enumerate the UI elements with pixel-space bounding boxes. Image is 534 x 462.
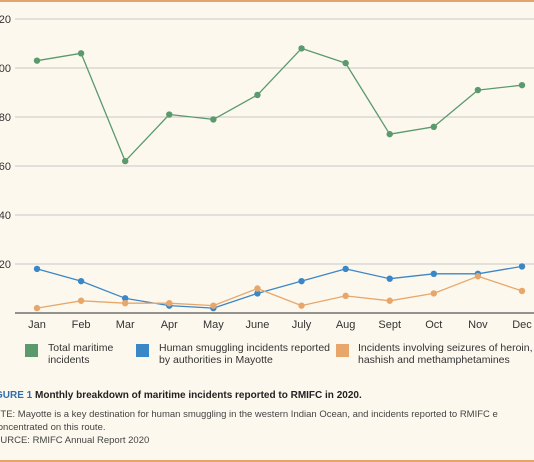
x-tick-label: Feb bbox=[72, 319, 91, 331]
data-point bbox=[210, 116, 217, 123]
legend-swatch bbox=[336, 344, 349, 357]
y-tick-label: 120 bbox=[0, 14, 11, 26]
data-point bbox=[33, 57, 41, 64]
x-tick-label: Aug bbox=[336, 319, 356, 331]
x-tick-label: Apr bbox=[161, 319, 178, 331]
data-point bbox=[121, 300, 129, 307]
data-point bbox=[430, 270, 438, 277]
figure-note: OTE: Mayotte is a key destination for hu… bbox=[0, 409, 498, 433]
y-tick-label: 40 bbox=[0, 210, 11, 222]
legend-swatch bbox=[136, 344, 149, 357]
data-point bbox=[386, 275, 393, 282]
figure-caption-text: Monthly breakdown of maritime incidents … bbox=[32, 390, 362, 401]
y-tick-label: 20 bbox=[0, 259, 11, 271]
y-tick-label: 100 bbox=[0, 63, 11, 75]
legend-swatch bbox=[25, 344, 38, 357]
data-point bbox=[77, 297, 85, 304]
x-tick-label: Mar bbox=[116, 319, 135, 331]
data-point bbox=[166, 111, 173, 118]
x-tick-label: Sept bbox=[378, 319, 401, 331]
data-point bbox=[474, 273, 482, 280]
x-tick-label: Nov bbox=[468, 319, 488, 331]
data-point bbox=[298, 45, 305, 52]
data-point bbox=[77, 277, 85, 285]
data-point bbox=[166, 300, 173, 307]
data-point bbox=[342, 59, 349, 67]
data-point bbox=[386, 130, 393, 138]
series-line-1 bbox=[36, 47, 523, 162]
data-point bbox=[210, 302, 217, 309]
data-point bbox=[77, 50, 85, 57]
x-tick-label: July bbox=[292, 319, 312, 331]
data-point bbox=[430, 290, 438, 297]
data-point bbox=[33, 265, 41, 273]
data-point bbox=[254, 91, 261, 99]
legend-label: Total maritime incidents bbox=[48, 342, 114, 366]
data-point bbox=[298, 302, 305, 309]
y-tick-label: 60 bbox=[0, 161, 11, 173]
x-tick-label: Oct bbox=[425, 319, 442, 331]
legend-label: Human smuggling incidents reported by au… bbox=[159, 342, 331, 366]
data-point bbox=[518, 287, 526, 295]
legend-label: Incidents involving seizures of heroin, … bbox=[358, 342, 533, 366]
line-chart: 20 40 60 80 100 120 Jan Feb Mar Apr May June July Au… bbox=[0, 14, 534, 331]
series-line-2 bbox=[36, 265, 523, 309]
figure-source: OURCE: RMIFC Annual Report 2020 bbox=[0, 435, 150, 446]
data-point bbox=[518, 263, 526, 270]
data-point bbox=[386, 297, 393, 304]
data-point bbox=[33, 304, 41, 312]
x-tick-label: May bbox=[203, 319, 224, 331]
x-tick-label: Dec bbox=[512, 319, 532, 331]
data-point bbox=[518, 81, 526, 89]
data-point bbox=[342, 265, 349, 273]
data-point bbox=[474, 86, 482, 94]
x-tick-label: June bbox=[246, 319, 270, 331]
data-point bbox=[430, 123, 438, 130]
data-point bbox=[121, 295, 129, 302]
figure-number: GURE 1 bbox=[0, 390, 33, 401]
series-line-3 bbox=[36, 275, 523, 309]
y-tick-label: 80 bbox=[0, 112, 11, 124]
figure-caption: GURE 1 Monthly breakdown of maritime inc… bbox=[0, 390, 362, 401]
data-point bbox=[342, 292, 349, 300]
data-point bbox=[254, 285, 261, 292]
data-point bbox=[298, 277, 305, 285]
data-point bbox=[121, 157, 129, 165]
x-tick-label: Jan bbox=[28, 319, 46, 331]
data-point bbox=[254, 290, 261, 297]
